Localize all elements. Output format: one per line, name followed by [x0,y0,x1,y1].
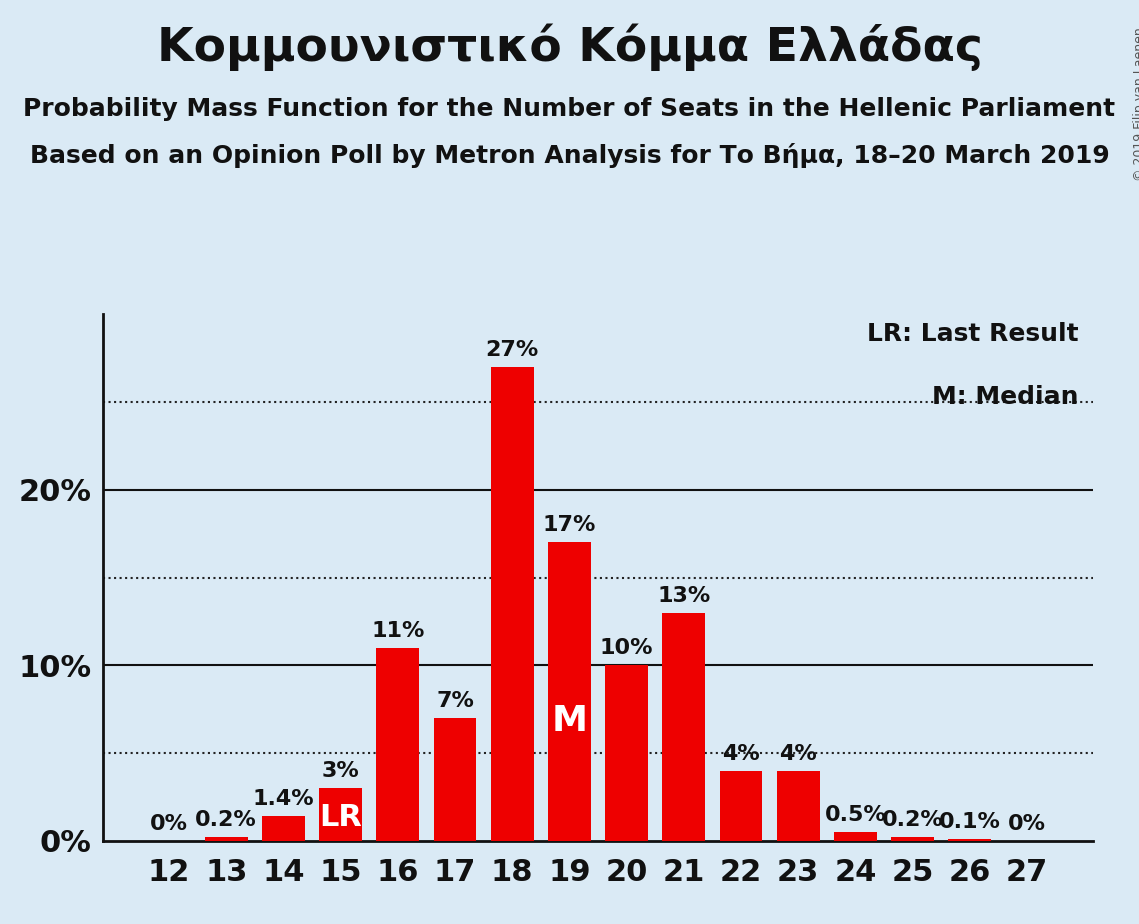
Text: 7%: 7% [436,691,474,711]
Text: LR: Last Result: LR: Last Result [867,322,1079,346]
Text: 0.2%: 0.2% [195,810,257,831]
Bar [605,665,648,841]
Text: Probability Mass Function for the Number of Seats in the Hellenic Parliament: Probability Mass Function for the Number… [24,97,1115,121]
Bar [548,542,591,841]
Text: 0%: 0% [150,814,188,833]
Text: Based on an Opinion Poll by Metron Analysis for Το Βήμα, 18–20 March 2019: Based on an Opinion Poll by Metron Analy… [30,143,1109,168]
Text: 10%: 10% [600,638,654,658]
Text: 4%: 4% [779,744,817,763]
Text: 0.5%: 0.5% [825,805,886,825]
Bar [491,367,534,841]
Text: M: M [551,704,588,738]
Text: 11%: 11% [371,621,425,640]
Text: LR: LR [319,803,362,832]
Text: 0.1%: 0.1% [939,812,1001,832]
Bar [949,839,991,841]
Text: 3%: 3% [321,761,360,781]
Text: 17%: 17% [542,516,596,535]
Bar [376,648,419,841]
Text: 0.2%: 0.2% [882,810,943,831]
Text: Κομμουνιστικό Κόμμα Ελλάδας: Κομμουνιστικό Κόμμα Ελλάδας [156,23,983,70]
Bar [205,837,247,841]
Bar [720,771,762,841]
Text: © 2019 Filip van Laenen: © 2019 Filip van Laenen [1133,28,1139,181]
Text: 0%: 0% [1008,814,1046,833]
Text: 27%: 27% [485,340,539,359]
Text: 1.4%: 1.4% [253,789,314,809]
Bar [434,718,476,841]
Bar [834,832,877,841]
Text: M: Median: M: Median [932,385,1079,409]
Bar [662,613,705,841]
Bar [891,837,934,841]
Bar [319,788,362,841]
Bar [262,816,305,841]
Text: 13%: 13% [657,586,711,605]
Bar [777,771,820,841]
Text: 4%: 4% [722,744,760,763]
